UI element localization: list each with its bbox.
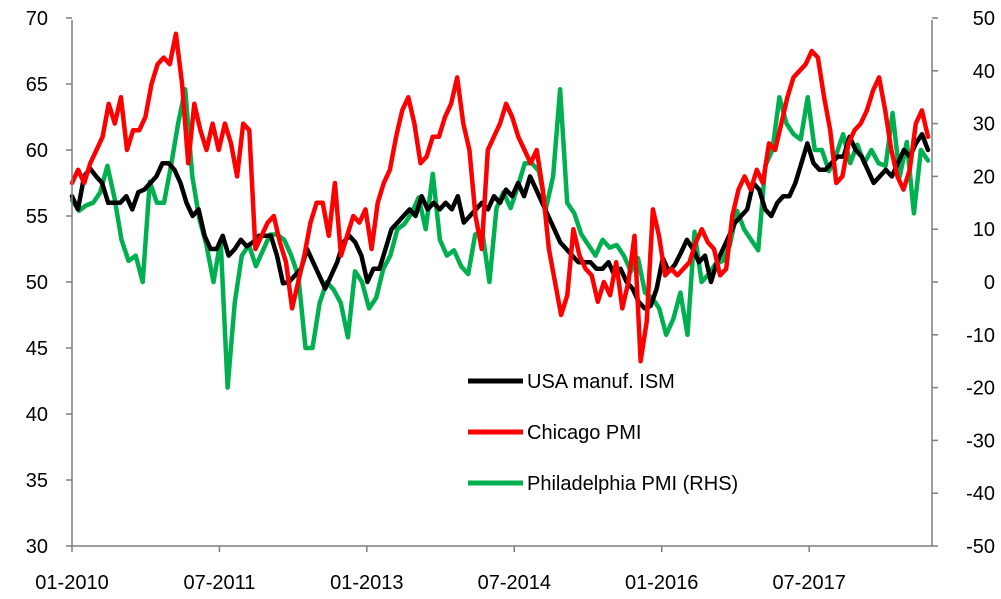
right-tick-label: -20 (966, 378, 995, 400)
legend-label-chicago: Chicago PMI (527, 422, 642, 444)
right-tick-label: 10 (973, 219, 995, 241)
x-tick-label: 01-2010 (35, 572, 108, 594)
left-tick-label: 30 (26, 536, 48, 558)
legend: USA manuf. ISM Chicago PMI Philadelphia … (468, 371, 738, 495)
right-axis-ticks: -50 -40 -30 -20 -10 0 10 20 30 40 50 (932, 8, 995, 558)
left-tick-label: 55 (26, 206, 48, 228)
right-tick-label: -40 (966, 483, 995, 505)
right-tick-label: 30 (973, 114, 995, 136)
right-tick-label: -50 (966, 536, 995, 558)
right-tick-label: -30 (966, 430, 995, 452)
x-tick-label: 01-2013 (330, 572, 403, 594)
left-tick-label: 50 (26, 272, 48, 294)
legend-item-philadelphia: Philadelphia PMI (RHS) (468, 473, 738, 495)
series-line-ism (69, 131, 931, 311)
x-axis-ticks: 01-2010 07-2011 01-2013 07-2014 01-2016 07-20… (35, 546, 846, 594)
left-tick-label: 45 (26, 338, 48, 360)
left-tick-label: 60 (26, 140, 48, 162)
series-line-chicago (69, 31, 931, 364)
x-tick-label: 01-2016 (625, 572, 698, 594)
left-tick-label: 65 (26, 74, 48, 96)
legend-item-chicago: Chicago PMI (468, 422, 642, 444)
right-tick-label: 40 (973, 61, 995, 83)
left-axis-ticks: 30 35 40 45 50 55 60 65 70 (26, 8, 72, 558)
right-tick-label: 20 (973, 166, 995, 188)
series-layer (69, 31, 931, 390)
x-tick-label: 07-2017 (772, 572, 845, 594)
right-tick-label: -10 (966, 325, 995, 347)
legend-item-ism: USA manuf. ISM (468, 371, 675, 393)
legend-label-philadelphia: Philadelphia PMI (RHS) (527, 473, 738, 495)
right-tick-label: 50 (973, 8, 995, 30)
left-tick-label: 35 (26, 470, 48, 492)
legend-label-ism: USA manuf. ISM (527, 371, 675, 393)
left-tick-label: 40 (26, 404, 48, 426)
right-tick-label: 0 (984, 272, 995, 294)
x-tick-label: 07-2011 (183, 572, 255, 594)
x-tick-label: 07-2014 (478, 572, 551, 594)
left-tick-label: 70 (26, 8, 48, 30)
